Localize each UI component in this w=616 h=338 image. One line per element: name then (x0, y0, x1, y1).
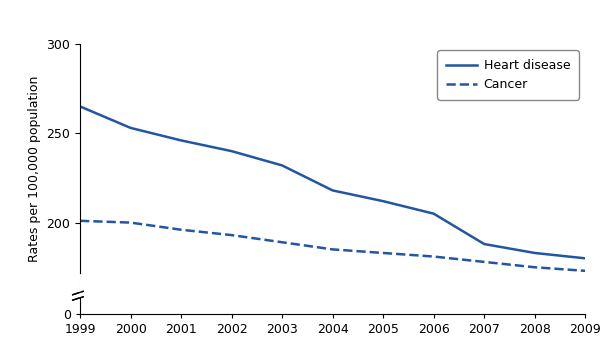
Cancer (531, 265, 538, 269)
Heart disease (480, 242, 488, 246)
Heart disease (177, 138, 185, 142)
Cancer (228, 233, 235, 237)
Cancer (480, 260, 488, 264)
Y-axis label: Rates per 100,000 population: Rates per 100,000 population (28, 76, 41, 262)
Heart disease (379, 199, 387, 203)
Heart disease (582, 256, 589, 260)
Heart disease (127, 126, 134, 130)
Cancer (329, 247, 336, 251)
Cancer (127, 221, 134, 225)
Heart disease (278, 163, 286, 167)
Legend: Heart disease, Cancer: Heart disease, Cancer (437, 50, 579, 100)
Heart disease (531, 251, 538, 255)
Heart disease (329, 188, 336, 192)
Line: Heart disease: Heart disease (80, 106, 585, 258)
Heart disease (228, 149, 235, 153)
Line: Cancer: Cancer (80, 221, 585, 271)
Cancer (278, 240, 286, 244)
Cancer (177, 228, 185, 232)
Cancer (582, 269, 589, 273)
Cancer (430, 255, 437, 259)
Heart disease (76, 104, 84, 108)
Heart disease (430, 212, 437, 216)
Cancer (76, 219, 84, 223)
Cancer (379, 251, 387, 255)
